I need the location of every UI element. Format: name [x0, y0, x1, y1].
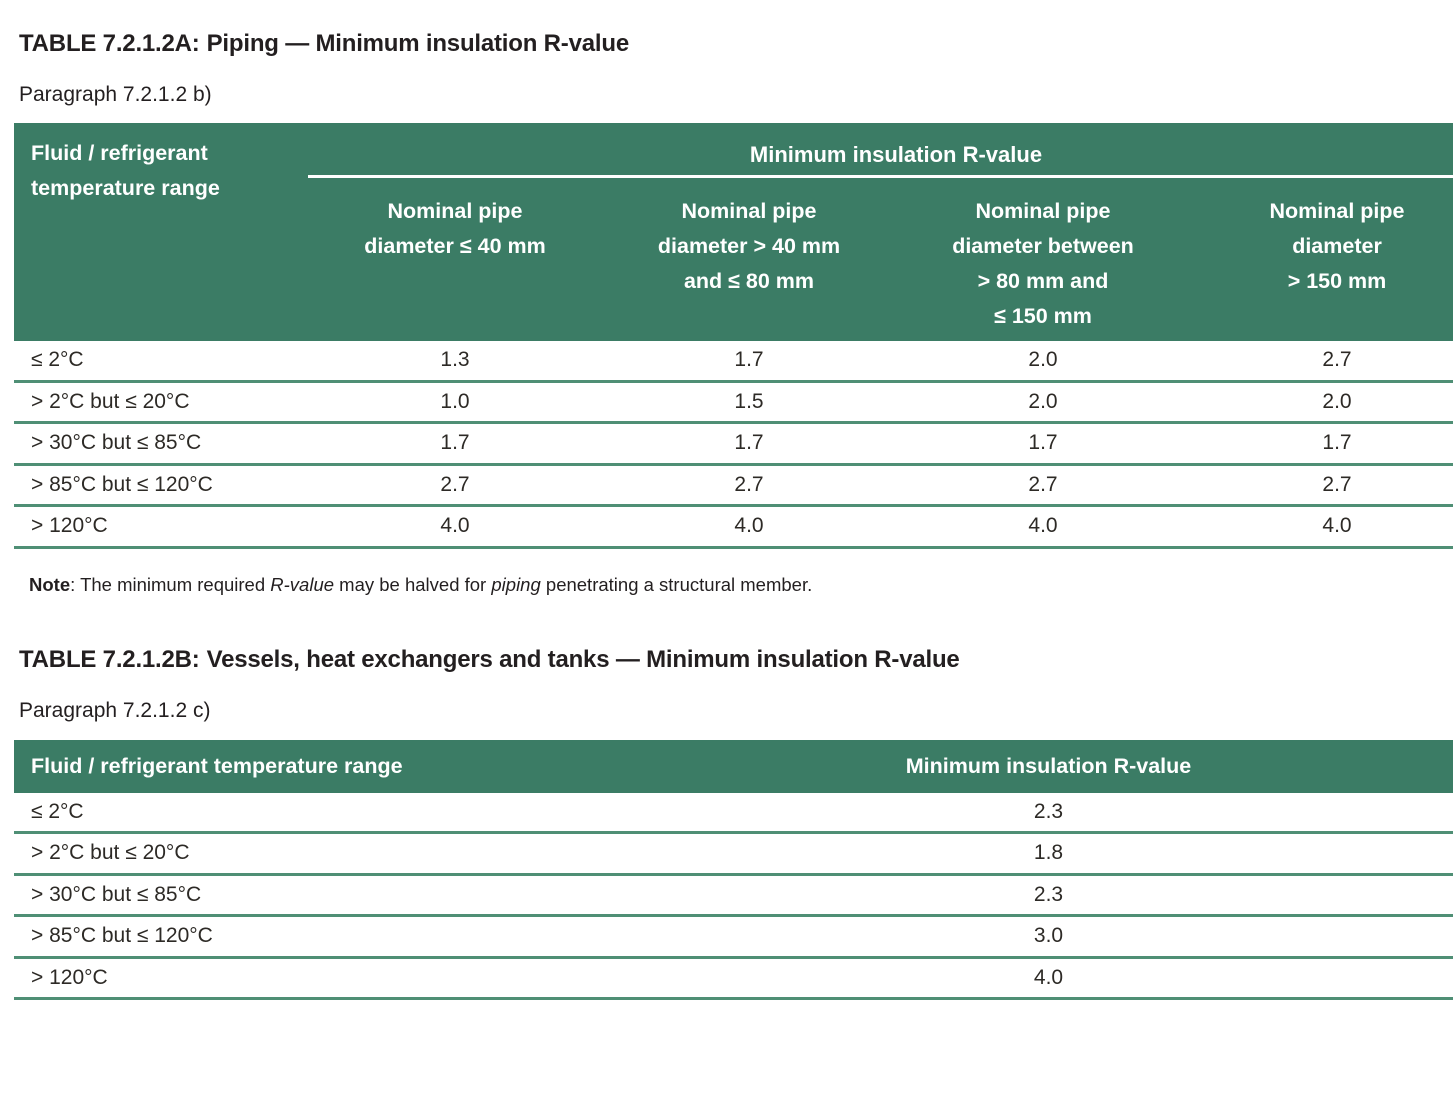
table-b-header: Fluid / refrigerant temperature range Mi… — [14, 739, 1453, 793]
column-header: Nominal pipe diameter between > 80 mm an… — [952, 199, 1134, 328]
table-row: > 120°C 4.0 4.0 4.0 4.0 — [14, 507, 1453, 549]
table-a: Fluid / refrigerant temperature range Mi… — [14, 123, 1453, 549]
table-a-corner-header: Fluid / refrigerant temperature range — [31, 141, 220, 200]
table-b-paragraph-ref: Paragraph 7.2.1.2 c) — [19, 698, 211, 722]
r-value-cell: 2.0 — [1028, 348, 1058, 372]
r-value-cell: 1.7 — [734, 431, 764, 455]
r-value-cell: 2.7 — [1322, 348, 1352, 372]
r-value-cell: 2.7 — [734, 472, 764, 496]
temp-range-cell: > 120°C — [31, 514, 108, 538]
column-header: Minimum insulation R-value — [905, 753, 1192, 778]
table-a-title-label: TABLE 7.2.1.2A: — [19, 30, 200, 57]
table-row: > 85°C but ≤ 120°C 2.7 2.7 2.7 2.7 — [14, 465, 1453, 507]
r-value-cell: 2.3 — [1033, 882, 1064, 906]
note-italic-term: R-value — [270, 573, 335, 595]
temp-range-cell: > 2°C but ≤ 20°C — [31, 389, 190, 413]
header-divider-line — [308, 175, 1453, 178]
table-a-subheaders: Nominal pipe diameter ≤ 40 mm Nominal pi… — [308, 178, 1453, 341]
r-value-cell: 4.0 — [1028, 514, 1058, 538]
table-a-note: Note: The minimum required R-value may b… — [29, 574, 1453, 596]
temp-range-cell: ≤ 2°C — [31, 348, 84, 372]
temp-range-cell: > 120°C — [31, 965, 108, 989]
table-a-title-text: Piping — Minimum insulation R-value — [206, 30, 630, 57]
r-value-cell: 4.0 — [1322, 514, 1352, 538]
note-italic-term: piping — [491, 573, 541, 595]
r-value-cell: 1.0 — [440, 389, 470, 413]
r-value-cell: 1.8 — [1033, 841, 1064, 865]
table-a-header: Fluid / refrigerant temperature range Mi… — [14, 123, 1453, 341]
column-header: Nominal pipe diameter > 40 mm and ≤ 80 m… — [657, 199, 841, 293]
table-row: > 2°C but ≤ 20°C 1.0 1.5 2.0 2.0 — [14, 382, 1453, 424]
table-a-paragraph-ref: Paragraph 7.2.1.2 b) — [19, 83, 212, 106]
table-b: Fluid / refrigerant temperature range Mi… — [14, 739, 1453, 1000]
r-value-cell: 2.3 — [1033, 799, 1064, 823]
table-row: ≤ 2°C 2.3 — [14, 792, 1453, 834]
table-row: > 30°C but ≤ 85°C 2.3 — [14, 875, 1453, 917]
table-a-header-right: Minimum insulation R-value Nominal pipe … — [308, 123, 1453, 341]
note-text: may be halved for — [334, 573, 492, 595]
r-value-cell: 1.3 — [440, 348, 470, 372]
r-value-cell: 2.0 — [1028, 389, 1058, 413]
temp-range-cell: > 85°C but ≤ 120°C — [31, 924, 213, 948]
table-row: > 2°C but ≤ 20°C 1.8 — [14, 834, 1453, 876]
table-b-title-text: Vessels, heat exchangers and tanks — Min… — [206, 645, 960, 673]
r-value-cell: 4.0 — [1033, 965, 1064, 989]
temp-range-cell: > 85°C but ≤ 120°C — [31, 472, 213, 496]
r-value-cell: 2.7 — [1322, 472, 1352, 496]
r-value-cell: 2.7 — [1028, 472, 1058, 496]
table-a-group-header: Minimum insulation R-value — [749, 142, 1043, 167]
column-header: Fluid / refrigerant temperature range — [31, 753, 403, 778]
r-value-cell: 1.5 — [734, 389, 764, 413]
column-header: Nominal pipe diameter > 150 mm — [1269, 199, 1405, 293]
document-page: { "colors": { "header_green": "#3b7c65",… — [0, 30, 1453, 1098]
r-value-cell: 4.0 — [440, 514, 470, 538]
table-row: > 85°C but ≤ 120°C 3.0 — [14, 917, 1453, 959]
r-value-cell: 1.7 — [1322, 431, 1352, 455]
table-b-title: TABLE 7.2.1.2B: Vessels, heat exchangers … — [19, 646, 1453, 674]
table-row: > 30°C but ≤ 85°C 1.7 1.7 1.7 1.7 — [14, 424, 1453, 466]
r-value-cell: 4.0 — [734, 514, 764, 538]
note-text: penetrating a structural member. — [540, 573, 813, 595]
temp-range-cell: > 2°C but ≤ 20°C — [31, 841, 190, 865]
table-row: > 120°C 4.0 — [14, 958, 1453, 1000]
r-value-cell: 1.7 — [1028, 431, 1058, 455]
r-value-cell: 1.7 — [734, 348, 764, 372]
r-value-cell: 2.0 — [1322, 389, 1352, 413]
column-header: Nominal pipe diameter ≤ 40 mm — [364, 199, 546, 258]
temp-range-cell: > 30°C but ≤ 85°C — [31, 431, 202, 455]
table-row: ≤ 2°C 1.3 1.7 2.0 2.7 — [14, 341, 1453, 383]
r-value-cell: 2.7 — [440, 472, 470, 496]
note-text: : The minimum required — [70, 573, 271, 595]
table-b-title-label: TABLE 7.2.1.2B: — [19, 645, 200, 673]
note-label: Note — [29, 573, 71, 595]
table-a-title: TABLE 7.2.1.2A: Piping — Minimum insulati… — [19, 30, 1453, 58]
r-value-cell: 1.7 — [440, 431, 470, 455]
temp-range-cell: ≤ 2°C — [31, 799, 84, 823]
temp-range-cell: > 30°C but ≤ 85°C — [31, 882, 202, 906]
r-value-cell: 3.0 — [1033, 924, 1064, 948]
